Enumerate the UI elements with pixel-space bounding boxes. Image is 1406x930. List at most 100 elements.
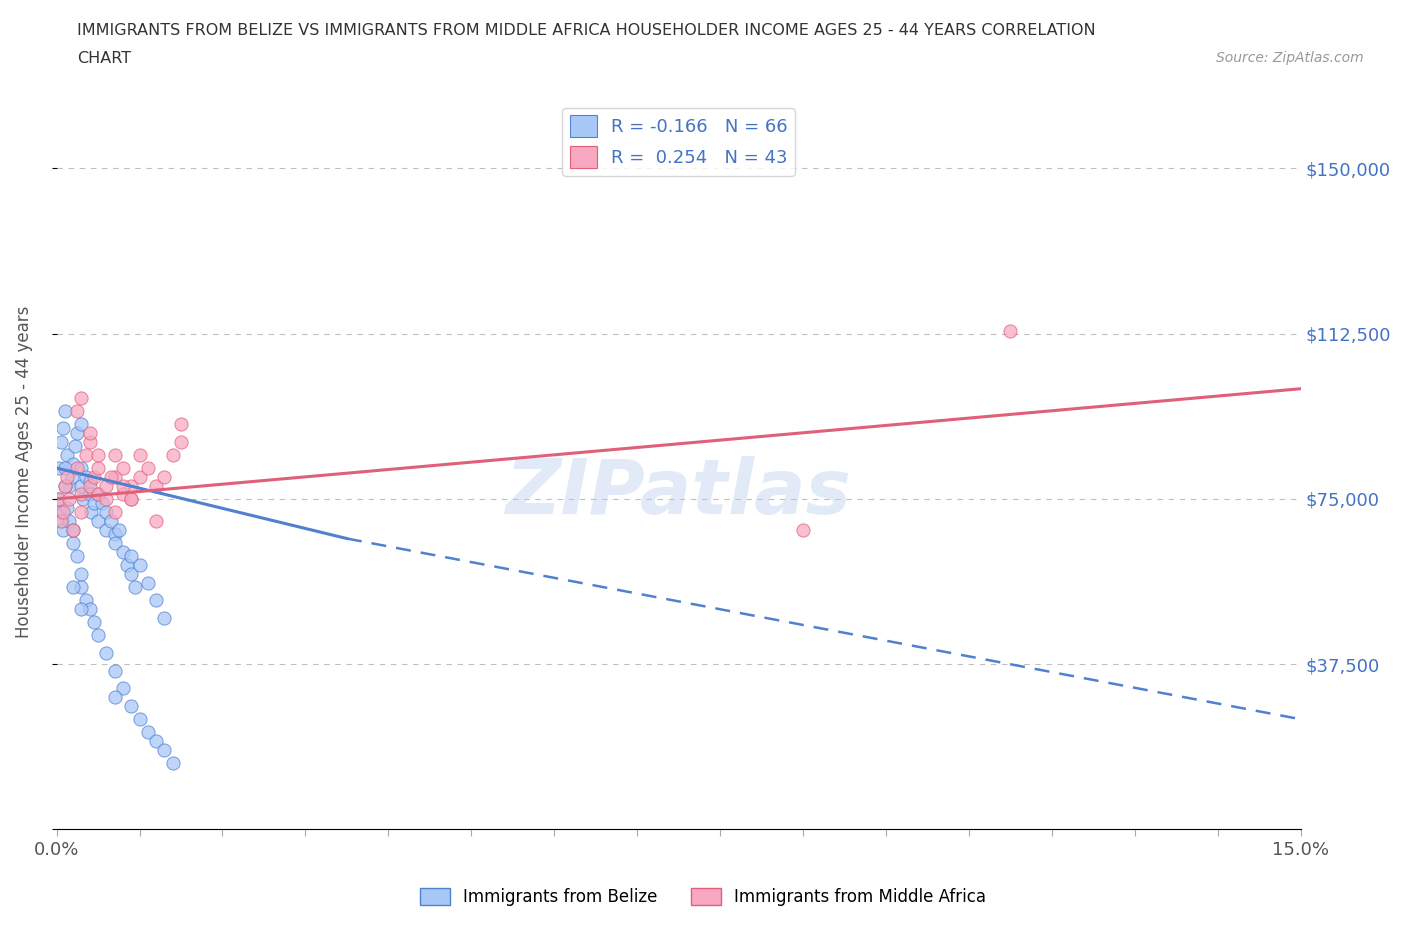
Point [79,478,101,493]
Point [66,425,89,440]
Point [49,434,72,449]
Point [62,579,84,594]
Point [96,523,118,538]
Legend: R = -0.166   N = 66, R =  0.254   N = 43: R = -0.166 N = 66, R = 0.254 N = 43 [562,108,794,176]
Point [52,523,75,538]
Point [79,473,101,488]
Point [100,470,122,485]
Point [128,711,150,726]
Point [104,526,127,541]
Point [52,421,75,436]
Point [145,478,167,493]
Point [46,491,69,506]
Point [162,447,184,462]
Point [120,491,142,506]
Point [58,478,80,493]
Point [145,513,167,528]
Point [62,457,84,472]
Point [120,491,142,506]
Point [62,523,84,538]
Point [55,447,77,462]
Point [70,460,93,475]
Point [83,470,105,485]
Point [53,478,76,493]
Point [120,549,142,564]
Point [145,734,167,749]
Point [70,390,93,405]
Point [111,681,134,696]
Point [75,470,97,485]
Point [87,447,110,462]
Point [87,487,110,502]
Point [124,579,146,594]
Point [100,513,122,528]
Point [51,513,73,528]
Point [792,523,814,538]
Text: CHART: CHART [77,51,131,66]
Point [70,602,93,617]
Point [80,505,103,520]
Point [104,505,127,520]
Point [111,478,134,493]
Point [70,579,93,594]
Point [58,491,80,506]
Point [170,417,193,432]
Point [75,592,97,607]
Point [53,478,76,493]
Point [104,663,127,678]
Point [115,558,138,573]
Point [49,513,72,528]
Point [58,513,80,528]
Point [153,470,176,485]
Point [53,460,76,475]
Point [53,404,76,418]
Point [96,478,118,493]
Point [120,478,142,493]
Point [96,491,118,506]
Text: IMMIGRANTS FROM BELIZE VS IMMIGRANTS FROM MIDDLE AFRICA HOUSEHOLDER INCOME AGES : IMMIGRANTS FROM BELIZE VS IMMIGRANTS FRO… [77,23,1095,38]
Point [104,536,127,551]
Point [83,496,105,511]
Point [62,523,84,538]
Point [62,536,84,551]
Point [66,460,89,475]
Point [79,487,101,502]
Point [70,417,93,432]
Point [70,487,93,502]
Point [104,690,127,705]
Point [52,505,75,520]
Point [128,447,150,462]
Point [111,487,134,502]
Point [72,491,94,506]
Point [96,645,118,660]
Point [145,592,167,607]
Point [170,434,193,449]
Point [162,756,184,771]
Point [91,496,114,511]
Point [48,491,70,506]
Text: Source: ZipAtlas.com: Source: ZipAtlas.com [1216,51,1364,65]
Point [111,460,134,475]
Y-axis label: Householder Income Ages 25 - 44 years: Householder Income Ages 25 - 44 years [15,305,32,638]
Point [120,698,142,713]
Point [120,566,142,581]
Point [79,425,101,440]
Point [136,575,159,590]
Point [66,549,89,564]
Point [128,558,150,573]
Point [87,628,110,643]
Point [153,743,176,758]
Point [55,500,77,515]
Point [70,566,93,581]
Point [60,470,83,485]
Point [96,505,118,520]
Point [104,470,127,485]
Point [49,505,72,520]
Point [108,523,131,538]
Point [87,513,110,528]
Point [87,460,110,475]
Point [83,615,105,630]
Point [153,610,176,625]
Text: ZIPatlas: ZIPatlas [506,456,852,530]
Point [75,447,97,462]
